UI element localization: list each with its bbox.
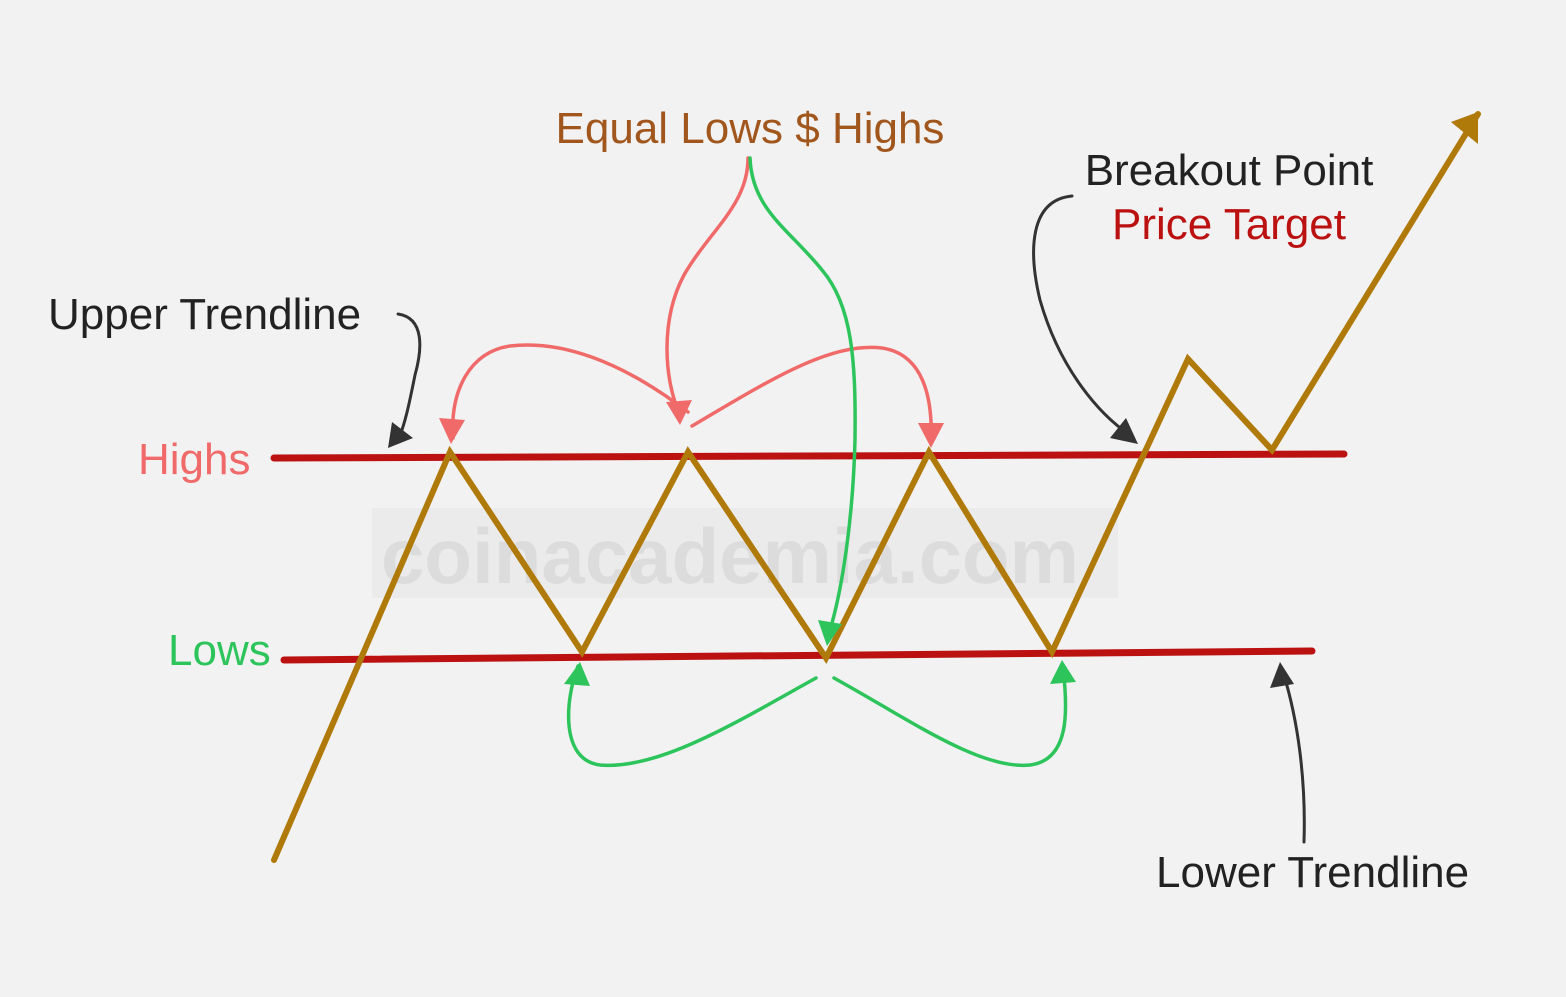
middle-low-arrowhead-icon — [818, 620, 842, 646]
dark-arrowheads — [388, 418, 1294, 688]
price-zigzag-line — [271, 111, 1481, 863]
curve-to-first-low — [566, 664, 818, 768]
upper-trendline-pointer — [396, 312, 422, 442]
middle-high-arrowhead-icon — [666, 400, 692, 425]
highs-annotation-curves — [450, 156, 933, 444]
title-to-middle-low-curve — [748, 156, 857, 632]
breakout-pointer — [1032, 194, 1132, 437]
lower-trendline-label: Lower Trendline — [1156, 848, 1469, 897]
curve-to-third-low — [832, 666, 1068, 768]
breakout-point-label: Breakout Point — [1085, 146, 1374, 195]
dark-annotation-curves — [396, 194, 1306, 844]
curve-to-third-high — [690, 345, 933, 444]
lower-trendline-pointer — [1281, 670, 1306, 844]
price-breakout-arrowhead-icon — [1451, 112, 1478, 144]
curve-to-first-high — [450, 343, 690, 440]
lows-annotation-curves — [566, 156, 1068, 768]
third-low-arrowhead-icon — [1050, 660, 1076, 684]
third-high-arrowhead-icon — [918, 423, 944, 448]
upper-trendline-label: Upper Trendline — [48, 290, 361, 339]
first-low-arrowhead-icon — [564, 662, 590, 686]
upper-trendline-arrowhead-icon — [388, 422, 413, 448]
title-label: Equal Lows $ Highs — [556, 104, 945, 153]
lows-arrowheads — [564, 620, 1076, 686]
first-high-arrowhead-icon — [439, 418, 465, 444]
highs-label: Highs — [138, 435, 251, 484]
title-to-middle-high-curve — [665, 156, 750, 417]
lower-trendline-arrowhead-icon — [1270, 662, 1294, 688]
price-target-label: Price Target — [1112, 200, 1346, 249]
breakout-arrowhead-icon — [1110, 418, 1138, 444]
lower-trendline — [280, 647, 1316, 664]
highs-arrowheads — [439, 400, 944, 448]
lows-label: Lows — [168, 626, 271, 675]
upper-trendline — [270, 450, 1348, 462]
